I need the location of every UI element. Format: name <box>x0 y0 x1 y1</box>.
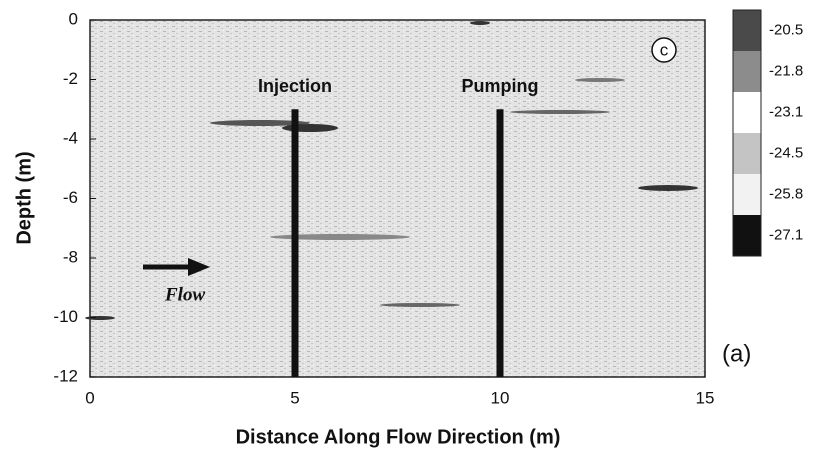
x-tick-label: 15 <box>696 388 715 407</box>
lens <box>575 78 625 82</box>
y-tick-label: -12 <box>53 366 78 385</box>
colorbar-label: -21.8 <box>769 62 803 79</box>
well-label: Injection <box>258 76 332 96</box>
colorbar-swatch <box>733 174 761 215</box>
y-tick-label: -8 <box>63 247 78 266</box>
x-tick-label: 5 <box>290 388 299 407</box>
lens <box>638 185 698 191</box>
colorbar-label: -25.8 <box>769 185 803 202</box>
y-tick-label: -6 <box>63 188 78 207</box>
y-tick-label: -10 <box>53 307 78 326</box>
colorbar-swatch <box>733 133 761 174</box>
x-axis-label: Distance Along Flow Direction (m) <box>236 426 561 448</box>
flow-label: Flow <box>164 284 205 305</box>
colorbar-swatch <box>733 51 761 92</box>
lens <box>282 124 338 132</box>
lens <box>380 303 460 307</box>
colorbar-swatch <box>733 215 761 256</box>
well-label: Pumping <box>462 76 539 96</box>
colorbar-label: -24.5 <box>769 144 803 161</box>
colorbar-swatch <box>733 10 761 51</box>
y-tick-label: 0 <box>69 9 78 28</box>
lens <box>510 110 610 114</box>
colorbar-label: -27.1 <box>769 226 803 243</box>
chart: Depth (m) Distance Along Flow Direction … <box>0 0 826 452</box>
well <box>497 109 504 377</box>
y-tick-label: -4 <box>63 128 78 147</box>
plot-area <box>90 20 705 377</box>
colorbar-swatch <box>733 92 761 133</box>
panel-letter: c <box>660 40 669 59</box>
y-axis-label: Depth (m) <box>13 151 35 244</box>
colorbar-label: -23.1 <box>769 103 803 120</box>
x-tick-label: 0 <box>85 388 94 407</box>
lens <box>85 316 115 320</box>
colorbar-label: -20.5 <box>769 21 803 38</box>
panel-label: (a) <box>722 340 751 367</box>
lens <box>270 234 410 240</box>
lens <box>470 21 490 25</box>
y-tick-label: -2 <box>63 69 78 88</box>
well <box>292 109 299 377</box>
x-tick-label: 10 <box>491 388 510 407</box>
